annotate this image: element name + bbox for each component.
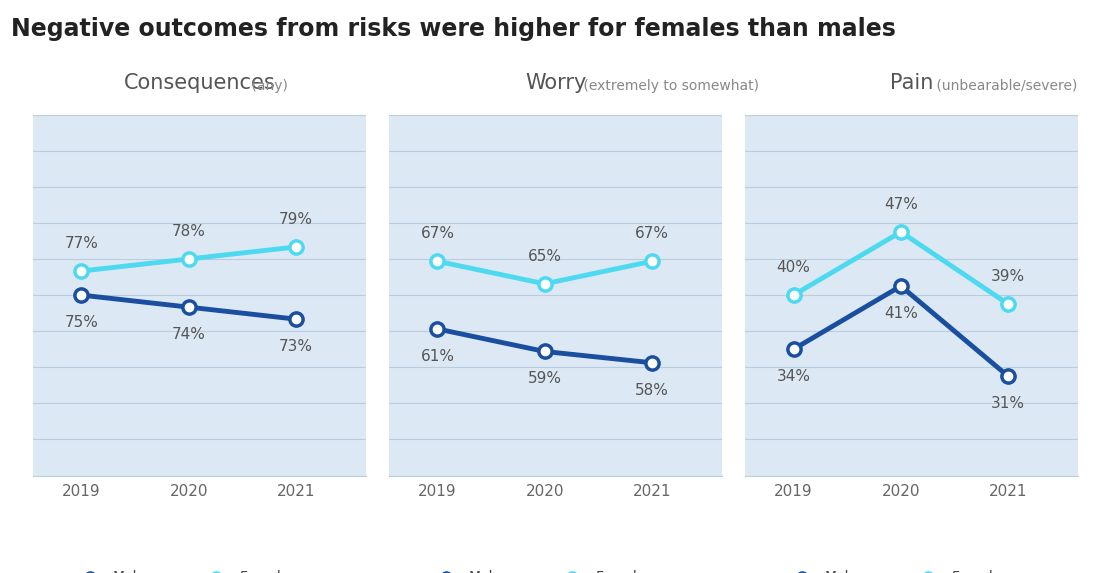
Text: 61%: 61% [420,349,454,364]
Text: (any): (any) [246,79,287,93]
Text: Male: Male [469,570,502,573]
Text: Female: Female [240,570,289,573]
Text: Female: Female [595,570,646,573]
Text: 65%: 65% [528,249,562,264]
Text: (unbearable/severe): (unbearable/severe) [932,79,1077,93]
Text: 78%: 78% [172,224,206,239]
Text: 79%: 79% [279,212,313,227]
Text: 41%: 41% [884,306,917,321]
Text: 58%: 58% [635,383,669,398]
Text: Female: Female [952,570,1002,573]
Text: Male: Male [825,570,858,573]
Text: 59%: 59% [528,371,562,386]
Text: 47%: 47% [884,197,917,212]
Text: Consequences: Consequences [123,73,275,93]
Text: Negative outcomes from risks were higher for females than males: Negative outcomes from risks were higher… [11,17,895,41]
Text: 73%: 73% [279,339,313,354]
Text: 31%: 31% [991,396,1025,411]
Text: 77%: 77% [65,236,98,251]
Text: 67%: 67% [420,226,454,241]
Text: (extremely to somewhat): (extremely to somewhat) [579,79,759,93]
Text: Male: Male [113,570,146,573]
Text: 74%: 74% [172,327,206,342]
Text: 34%: 34% [777,369,811,384]
Text: 75%: 75% [65,315,98,330]
Text: Worry: Worry [525,73,586,93]
Text: 67%: 67% [635,226,669,241]
Text: 40%: 40% [777,260,811,275]
Text: Pain: Pain [890,73,933,93]
Text: 39%: 39% [991,269,1025,284]
